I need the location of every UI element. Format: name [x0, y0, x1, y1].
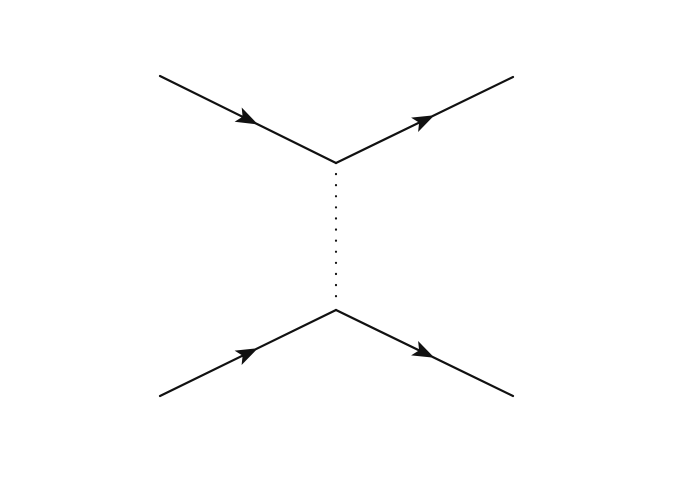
upper-outgoing-arrow-icon — [411, 115, 435, 132]
lower-vertex — [334, 308, 338, 312]
upper-incoming-arrow-icon — [234, 107, 258, 125]
lower-outgoing-arrow-icon — [411, 341, 435, 358]
lower-incoming-arrow-icon — [234, 348, 258, 365]
upper-vertex — [334, 161, 338, 165]
